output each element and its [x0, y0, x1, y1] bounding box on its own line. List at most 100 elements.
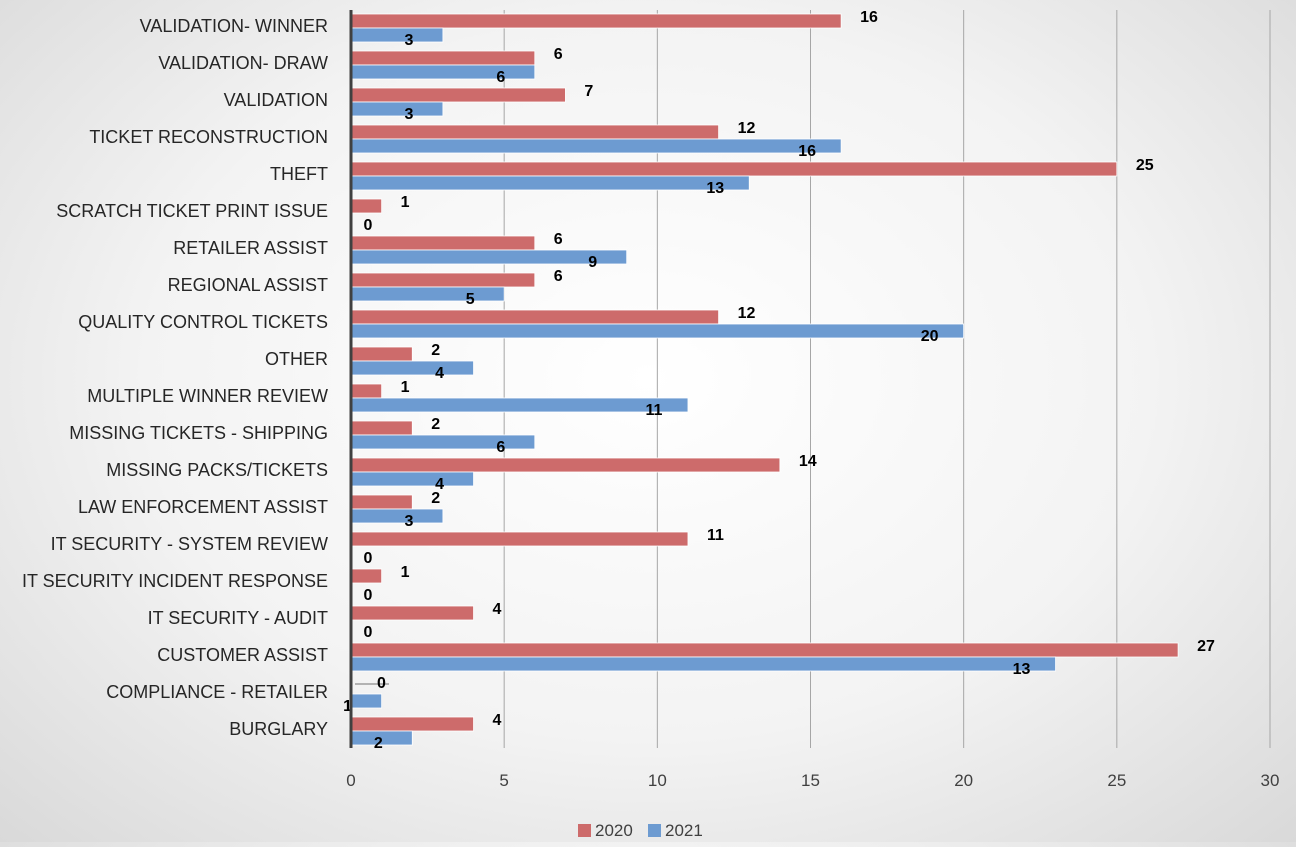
data-label-2021: 11 [646, 402, 663, 419]
data-label-2020: 4 [493, 601, 502, 618]
bar-2021 [350, 656, 1056, 672]
category-label: TICKET RECONSTRUCTION [89, 127, 328, 147]
bar-2021 [350, 27, 444, 43]
bar-2020 [350, 346, 413, 362]
data-label-2020: 27 [1197, 638, 1215, 655]
bar-2021 [350, 693, 383, 709]
bar-2021 [350, 64, 536, 80]
bar-2020 [350, 235, 536, 251]
data-label-2020: 4 [493, 712, 502, 729]
data-label-2020: 6 [554, 268, 563, 285]
category-label: MISSING TICKETS - SHIPPING [69, 423, 328, 443]
bar-2020 [350, 198, 383, 214]
category-label: SCRATCH TICKET PRINT ISSUE [56, 201, 328, 221]
data-label-2021: 4 [435, 365, 444, 382]
bar-2021 [350, 138, 842, 154]
bar-2021 [350, 175, 750, 191]
data-label-2020: 1 [401, 564, 410, 581]
bar-2021 [350, 323, 965, 339]
data-label-2020: 14 [799, 453, 817, 470]
data-label-2021: 3 [404, 32, 413, 49]
category-label: QUALITY CONTROL TICKETS [78, 312, 328, 332]
x-tick-label: 0 [346, 771, 355, 790]
bar-2021 [350, 471, 474, 487]
category-label: LAW ENFORCEMENT ASSIST [78, 497, 328, 517]
bar-2020 [350, 309, 720, 325]
data-label-2020: 11 [707, 527, 724, 544]
data-label-2021: 13 [1013, 661, 1031, 678]
category-label: MULTIPLE WINNER REVIEW [87, 386, 328, 406]
category-label: CUSTOMER ASSIST [157, 645, 328, 665]
category-label: IT SECURITY - SYSTEM REVIEW [51, 534, 328, 554]
data-label-2021: 13 [706, 180, 724, 197]
data-label-2020: 25 [1136, 157, 1154, 174]
data-label-2020: 6 [554, 46, 563, 63]
x-tick-label: 15 [801, 771, 820, 790]
data-label-2021: 0 [364, 217, 373, 234]
data-label-2021: 3 [404, 106, 413, 123]
category-label: VALIDATION [224, 90, 328, 110]
data-label-2021: 2 [374, 735, 383, 752]
category-label: OTHER [265, 349, 328, 369]
bar-2020 [350, 13, 842, 29]
legend-label-2020: 2020 [595, 821, 633, 840]
bar-2020 [350, 531, 689, 547]
bar-2020 [350, 124, 720, 140]
data-label-2021: 16 [798, 143, 816, 160]
bar-2020 [350, 50, 536, 66]
data-label-2021: 3 [404, 513, 413, 530]
data-label-2020: 2 [431, 416, 440, 433]
bar-2021 [350, 397, 689, 413]
data-label-2021: 6 [496, 439, 505, 456]
x-tick-label: 10 [648, 771, 667, 790]
data-label-2021: 0 [364, 624, 373, 641]
bar-2020 [350, 383, 383, 399]
bar-2021 [350, 434, 536, 450]
data-label-2021: 0 [364, 550, 373, 567]
data-label-2021: 0 [364, 587, 373, 604]
x-tick-label: 20 [954, 771, 973, 790]
category-label: REGIONAL ASSIST [168, 275, 328, 295]
legend-label-2021: 2021 [665, 821, 703, 840]
data-label-2021: 5 [466, 291, 475, 308]
data-label-2020: 12 [738, 120, 756, 137]
bar-2020 [350, 272, 536, 288]
bar-2021 [350, 249, 628, 265]
x-tick-label: 30 [1261, 771, 1280, 790]
bar-2020 [350, 568, 383, 584]
category-label: IT SECURITY - AUDIT [148, 608, 328, 628]
data-label-2020: 16 [860, 9, 878, 26]
bar-2021 [350, 360, 474, 376]
bar-2021 [350, 508, 444, 524]
category-label: RETAILER ASSIST [173, 238, 328, 258]
data-label-2020: 6 [554, 231, 563, 248]
data-label-2020: 12 [738, 305, 756, 322]
data-label-2020: 1 [401, 194, 410, 211]
data-label-2020: 1 [401, 379, 410, 396]
bar-2020 [350, 161, 1118, 177]
bar-2021 [350, 286, 505, 302]
data-label-2021: 9 [588, 254, 597, 271]
bar-2020 [350, 642, 1179, 658]
data-label-2021: 6 [496, 69, 505, 86]
category-label: BURGLARY [229, 719, 328, 739]
data-label-2021: 4 [435, 476, 444, 493]
data-label-2021: 20 [921, 328, 939, 345]
x-tick-label: 25 [1107, 771, 1126, 790]
data-label-2020: 0 [377, 675, 386, 692]
category-label: MISSING PACKS/TICKETS [106, 460, 328, 480]
category-label: VALIDATION- WINNER [140, 16, 328, 36]
x-tick-label: 5 [499, 771, 508, 790]
category-label: IT SECURITY INCIDENT RESPONSE [22, 571, 328, 591]
category-label: THEFT [270, 164, 328, 184]
category-label: VALIDATION- DRAW [158, 53, 328, 73]
bar-2020 [350, 716, 474, 732]
legend-swatch-2020 [578, 824, 591, 837]
bar-2021 [350, 101, 444, 117]
bar-2020 [350, 420, 413, 436]
data-label-2020: 2 [431, 342, 440, 359]
data-label-2021: 1 [343, 698, 352, 715]
bar-2020 [350, 605, 474, 621]
